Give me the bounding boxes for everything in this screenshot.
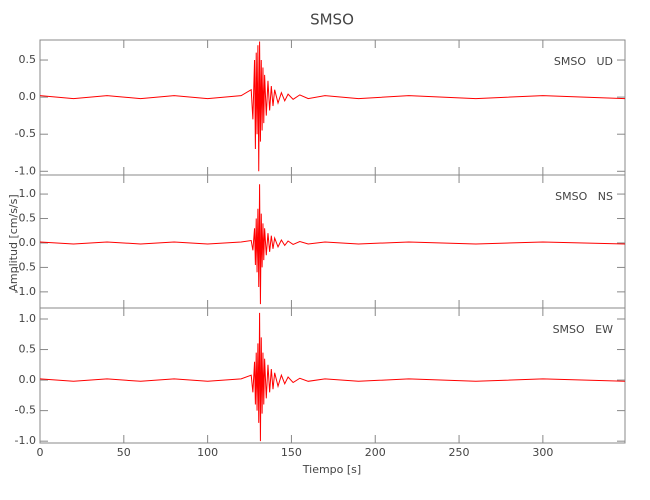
x-tick-label: 0 (37, 446, 44, 459)
chart-title: SMSO (310, 11, 354, 29)
y-axis-label: Amplitud [cm/s/s] (7, 194, 20, 291)
x-tick-label: 100 (197, 446, 218, 459)
y-tick-label: -1.0 (15, 164, 36, 177)
panel-frame (39, 307, 626, 444)
panel-frame (39, 39, 626, 176)
y-tick-label: -0.5 (15, 404, 36, 417)
y-tick-label: 0.5 (19, 212, 37, 225)
panel-frame (39, 174, 626, 309)
channel-label: SMSO EW (553, 323, 614, 336)
x-tick-label: 150 (281, 446, 302, 459)
y-tick-label: 0.0 (19, 90, 37, 103)
y-tick-label: -0.5 (15, 260, 36, 273)
y-tick-label: 1.0 (19, 187, 37, 200)
x-tick-label: 250 (449, 446, 470, 459)
x-tick-label: 50 (117, 446, 131, 459)
waveform (39, 312, 626, 442)
x-axis-label: Tiempo [s] (302, 463, 361, 476)
y-tick-label: 0.5 (19, 53, 37, 66)
waveform (39, 41, 626, 172)
y-tick-label: -1.0 (15, 434, 36, 447)
channel-label: SMSO UD (554, 55, 613, 68)
y-tick-label: 0.0 (19, 236, 37, 249)
y-tick-label: -0.5 (15, 127, 36, 140)
y-tick-label: -1.0 (15, 285, 36, 298)
waveform (39, 184, 626, 305)
y-tick-label: 1.0 (19, 312, 37, 325)
y-tick-label: 0.0 (19, 373, 37, 386)
x-tick-label: 200 (365, 446, 386, 459)
x-tick-label: 300 (532, 446, 553, 459)
y-tick-label: 0.5 (19, 343, 37, 356)
channel-label: SMSO NS (555, 190, 613, 203)
